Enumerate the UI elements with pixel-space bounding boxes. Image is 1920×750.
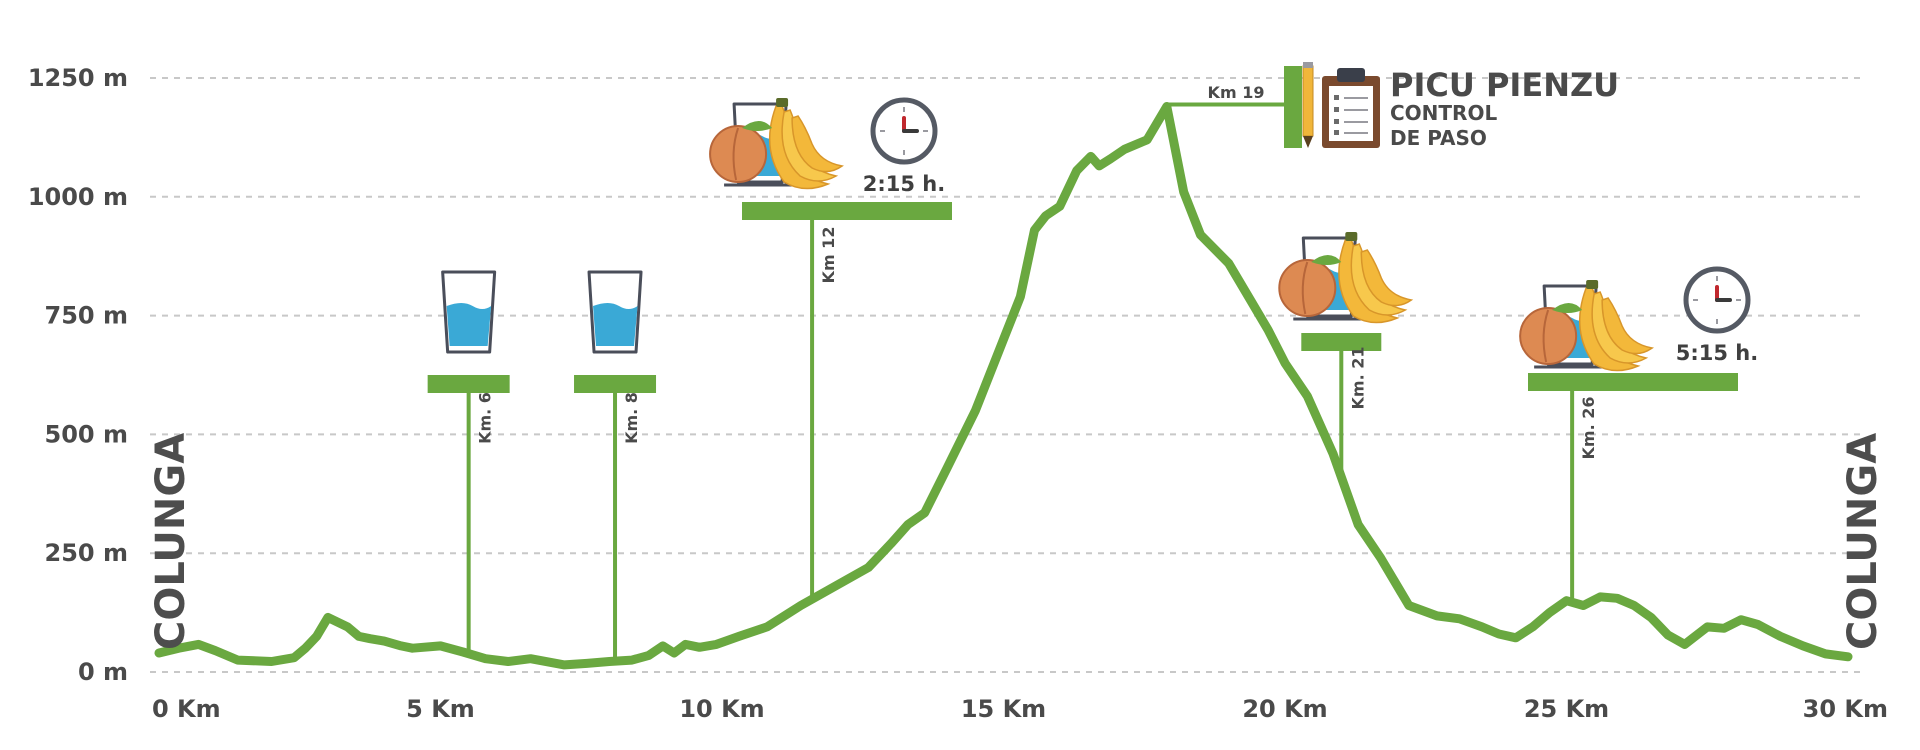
water-glass-icon <box>587 270 643 354</box>
aid-station-marker: Km. 21 <box>1278 232 1414 478</box>
aid-station-marker: Km. 6 <box>427 270 510 654</box>
peak-km-label: Km 19 <box>1208 83 1265 102</box>
finish-town-label: COLUNGA <box>1840 433 1886 650</box>
y-tick-label: 500 m <box>45 420 128 448</box>
pencil-icon <box>1302 62 1314 148</box>
peach-icon <box>709 121 773 183</box>
x-tick-label: 10 Km <box>679 695 764 723</box>
aid-station-marker: Km. 26 5:15 h. <box>1519 266 1758 603</box>
time-label: 5:15 h. <box>1676 341 1758 365</box>
x-tick-label: 30 Km <box>1803 695 1888 723</box>
x-axis-ticks: 0 Km 5 Km 10 Km 15 Km 20 Km 25 Km 30 Km <box>152 695 1888 723</box>
clock-icon <box>1683 266 1751 334</box>
peak-subtitle: CONTROL <box>1390 101 1497 125</box>
elevation-line <box>154 102 1853 670</box>
marker-bar <box>1301 333 1382 351</box>
marker-bar <box>1528 373 1738 391</box>
x-tick-label: 15 Km <box>961 695 1046 723</box>
km-label: Km. 26 <box>1579 397 1598 460</box>
aid-station-markers: Km. 6 Km. 8 Km 12 2:15 h. Km. 21 Km. 26 5:15 h… <box>427 97 1758 662</box>
aid-station-marker: Km. 8 <box>574 270 657 662</box>
grid <box>150 77 1860 673</box>
x-tick-label: 0 Km <box>152 695 221 723</box>
food-icon <box>709 98 844 190</box>
y-tick-label: 1000 m <box>28 183 128 211</box>
km-label: Km. 21 <box>1348 347 1367 410</box>
banana-icon <box>768 98 844 190</box>
water-glass-icon <box>441 270 497 354</box>
km-label: Km. 6 <box>476 392 495 444</box>
marker-bar <box>574 375 657 393</box>
peach-icon <box>1519 303 1583 365</box>
banana-icon <box>1338 232 1414 324</box>
peak-title: PICU PIENZU <box>1390 66 1619 104</box>
y-tick-label: 0 m <box>78 658 128 686</box>
marker-bar <box>742 202 952 220</box>
y-tick-label: 1250 m <box>28 64 128 92</box>
peak-bar <box>1284 66 1302 148</box>
x-tick-label: 20 Km <box>1242 695 1327 723</box>
km-label: Km. 8 <box>622 392 641 444</box>
clipboard-icon <box>1322 68 1380 148</box>
aid-station-marker: Km 12 2:15 h. <box>709 97 952 600</box>
marker-bar <box>427 375 510 393</box>
km-label: Km 12 <box>819 227 838 284</box>
banana-icon <box>1578 280 1655 372</box>
time-label: 2:15 h. <box>863 172 945 196</box>
food-icon <box>1519 280 1655 372</box>
food-icon <box>1278 232 1414 324</box>
y-axis-ticks: 0 m 250 m 500 m 750 m 1000 m 1250 m <box>28 64 128 686</box>
peach-icon <box>1278 255 1342 317</box>
clock-icon <box>870 97 938 165</box>
y-tick-label: 250 m <box>45 539 128 567</box>
x-tick-label: 5 Km <box>406 695 475 723</box>
x-tick-label: 25 Km <box>1524 695 1609 723</box>
start-town-label: COLUNGA <box>148 433 194 650</box>
y-tick-label: 750 m <box>45 302 128 330</box>
peak-subtitle: DE PASO <box>1390 126 1487 150</box>
